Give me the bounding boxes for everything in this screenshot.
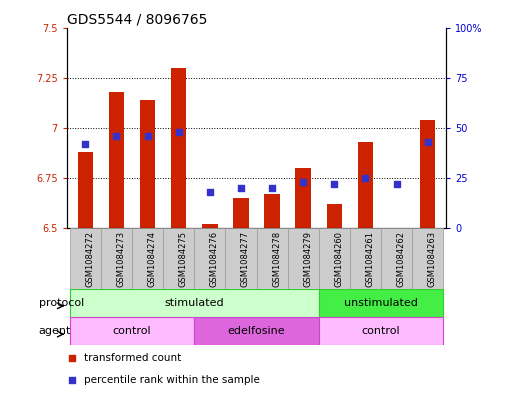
Text: unstimulated: unstimulated xyxy=(344,298,418,308)
Bar xyxy=(381,228,412,289)
Bar xyxy=(350,228,381,289)
Point xyxy=(112,132,121,139)
Bar xyxy=(412,228,443,289)
Point xyxy=(206,189,214,195)
Text: GSM1084277: GSM1084277 xyxy=(241,231,250,287)
Text: GSM1084279: GSM1084279 xyxy=(303,231,312,287)
Text: GSM1084274: GSM1084274 xyxy=(148,231,156,287)
Text: GSM1084261: GSM1084261 xyxy=(365,231,374,287)
Bar xyxy=(264,194,280,228)
Point xyxy=(81,141,89,147)
Bar xyxy=(225,228,256,289)
Text: agent: agent xyxy=(38,326,71,336)
Text: GDS5544 / 8096765: GDS5544 / 8096765 xyxy=(67,12,207,26)
Point xyxy=(268,185,276,191)
Text: GSM1084262: GSM1084262 xyxy=(397,231,405,287)
Bar xyxy=(70,228,101,289)
Text: percentile rank within the sample: percentile rank within the sample xyxy=(84,375,260,385)
Bar xyxy=(233,198,249,228)
Text: GSM1084278: GSM1084278 xyxy=(272,231,281,287)
Bar xyxy=(70,317,194,345)
Bar xyxy=(202,224,218,228)
Bar xyxy=(70,289,319,317)
Bar xyxy=(109,92,124,228)
Bar xyxy=(194,228,225,289)
Bar xyxy=(163,228,194,289)
Bar xyxy=(77,152,93,228)
Bar xyxy=(194,317,319,345)
Bar xyxy=(132,228,163,289)
Bar xyxy=(326,204,342,228)
Bar xyxy=(319,228,350,289)
Point xyxy=(330,181,339,187)
Text: GSM1084272: GSM1084272 xyxy=(85,231,94,287)
Bar xyxy=(319,289,443,317)
Bar xyxy=(256,228,288,289)
Point xyxy=(299,179,307,185)
Text: stimulated: stimulated xyxy=(165,298,224,308)
Text: transformed count: transformed count xyxy=(84,353,181,363)
Bar xyxy=(358,142,373,228)
Point xyxy=(424,139,432,145)
Text: control: control xyxy=(362,326,400,336)
Point xyxy=(68,355,76,362)
Point xyxy=(174,129,183,135)
Text: GSM1084263: GSM1084263 xyxy=(428,231,437,287)
Bar xyxy=(171,68,187,228)
Text: protocol: protocol xyxy=(38,298,84,308)
Point xyxy=(144,132,152,139)
Point xyxy=(237,185,245,191)
Bar xyxy=(295,168,311,228)
Text: GSM1084276: GSM1084276 xyxy=(210,231,219,287)
Point xyxy=(361,174,369,181)
Text: control: control xyxy=(113,326,151,336)
Point xyxy=(392,181,401,187)
Text: GSM1084260: GSM1084260 xyxy=(334,231,343,287)
Text: edelfosine: edelfosine xyxy=(228,326,285,336)
Text: GSM1084273: GSM1084273 xyxy=(116,231,126,287)
Point xyxy=(68,376,76,383)
Bar xyxy=(101,228,132,289)
Text: GSM1084275: GSM1084275 xyxy=(179,231,188,287)
Bar xyxy=(140,100,155,228)
Bar xyxy=(420,120,436,228)
Bar xyxy=(288,228,319,289)
Bar xyxy=(319,317,443,345)
